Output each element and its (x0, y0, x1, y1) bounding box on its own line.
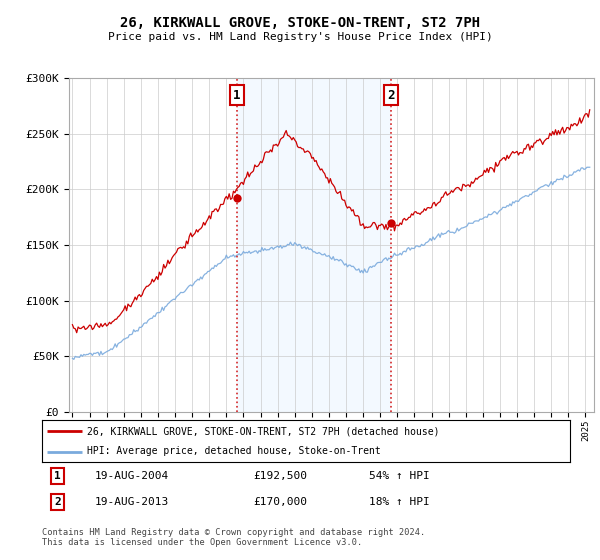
Text: HPI: Average price, detached house, Stoke-on-Trent: HPI: Average price, detached house, Stok… (87, 446, 380, 456)
Text: Price paid vs. HM Land Registry's House Price Index (HPI): Price paid vs. HM Land Registry's House … (107, 32, 493, 43)
Text: 19-AUG-2013: 19-AUG-2013 (95, 497, 169, 507)
Text: 54% ↑ HPI: 54% ↑ HPI (370, 470, 430, 480)
Text: Contains HM Land Registry data © Crown copyright and database right 2024.
This d: Contains HM Land Registry data © Crown c… (42, 528, 425, 547)
Text: 19-AUG-2004: 19-AUG-2004 (95, 470, 169, 480)
Text: 26, KIRKWALL GROVE, STOKE-ON-TRENT, ST2 7PH (detached house): 26, KIRKWALL GROVE, STOKE-ON-TRENT, ST2 … (87, 426, 439, 436)
Text: 2: 2 (55, 497, 61, 507)
Text: £170,000: £170,000 (253, 497, 307, 507)
Text: 1: 1 (233, 88, 241, 101)
Text: 2: 2 (387, 88, 395, 101)
Text: £192,500: £192,500 (253, 470, 307, 480)
Text: 26, KIRKWALL GROVE, STOKE-ON-TRENT, ST2 7PH: 26, KIRKWALL GROVE, STOKE-ON-TRENT, ST2 … (120, 16, 480, 30)
Text: 18% ↑ HPI: 18% ↑ HPI (370, 497, 430, 507)
Text: 1: 1 (55, 470, 61, 480)
Bar (237, 78, 391, 412)
